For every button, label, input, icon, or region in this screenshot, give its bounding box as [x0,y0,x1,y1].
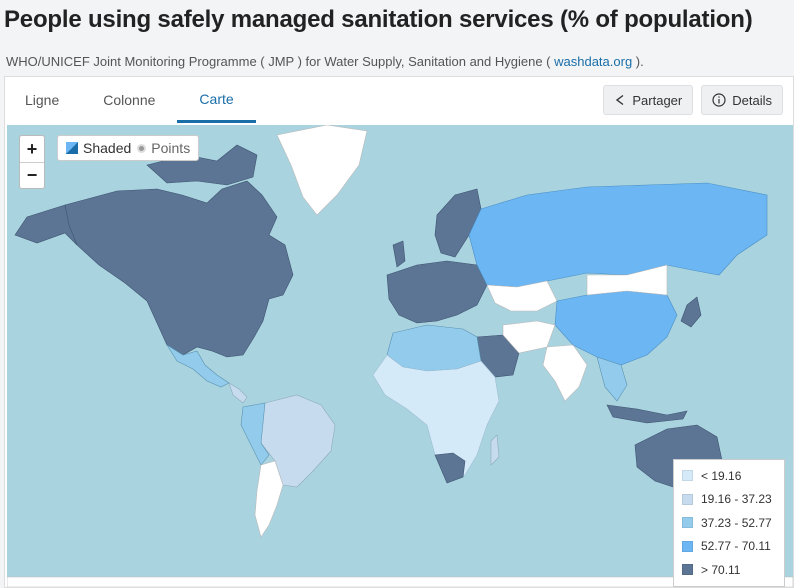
legend-label: < 19.16 [701,468,742,483]
share-button[interactable]: Partager [603,85,694,115]
share-icon [614,94,626,106]
points-label: Points [151,140,191,156]
legend-swatch [682,564,693,576]
shaded-option[interactable]: Shaded [66,140,131,156]
country-india [542,344,588,402]
tab-map[interactable]: Carte [177,77,256,123]
shaded-label: Shaded [83,140,132,156]
map-legend: < 19.16 19.16 - 37.23 37.23 - 52.77 52.7… [673,459,785,587]
source-prefix: WHO/UNICEF Joint Monitoring Programme ( … [6,54,555,69]
country-se-asia[interactable] [596,356,628,402]
country-arctic-islands[interactable] [146,144,258,186]
country-north-africa[interactable] [386,324,482,372]
country-southern-cone [254,460,284,538]
shaded-icon [66,142,78,154]
map-mode-toggle: Shaded Points [57,135,200,161]
points-option[interactable]: Points [137,140,190,156]
country-madagascar[interactable] [490,434,500,466]
legend-swatch [682,540,693,552]
legend-item: < 19.16 [682,464,776,488]
chart-panel: Ligne Colonne Carte Partager Details [4,76,794,588]
legend-label: 37.23 - 52.77 [701,515,772,530]
details-button[interactable]: Details [701,85,783,115]
legend-label: 52.77 - 70.11 [701,539,771,554]
view-tabs: Ligne Colonne Carte [5,77,256,123]
country-usa-canada[interactable] [64,180,294,358]
country-central-america[interactable] [228,382,248,404]
legend-item: > 70.11 [682,558,776,582]
map-canvas [7,125,793,587]
points-icon [137,143,147,153]
country-mongolia [586,264,668,296]
legend-swatch [682,493,693,505]
country-indonesia[interactable] [606,404,688,424]
world-map[interactable]: + − Shaded Points < 19.16 [7,125,793,587]
legend-label: > 70.11 [701,562,741,577]
zoom-out-button[interactable]: − [20,162,44,188]
source-link[interactable]: washdata.org [554,54,633,69]
country-kazakhstan [486,280,558,312]
country-greenland [276,125,368,216]
country-south-africa[interactable] [434,452,466,484]
legend-item: 52.77 - 70.11 [682,535,776,559]
legend-swatch [682,470,693,482]
legend-label: 19.16 - 37.23 [701,492,772,507]
country-sub-saharan[interactable] [372,354,500,484]
country-western-europe[interactable] [386,260,488,324]
page-title: People using safely managed sanitation s… [4,6,753,33]
share-label: Partager [632,92,683,108]
legend-item: 19.16 - 37.23 [682,488,776,512]
tab-line[interactable]: Ligne [25,92,60,108]
country-uk[interactable] [392,240,406,268]
tab-column[interactable]: Colonne [103,92,156,108]
legend-item: 37.23 - 52.77 [682,511,776,535]
zoom-control: + − [19,135,45,189]
country-japan[interactable] [680,296,702,328]
source-note: WHO/UNICEF Joint Monitoring Programme ( … [6,54,644,69]
country-antarctica [7,576,793,587]
info-icon [712,93,726,107]
action-buttons: Partager Details [603,85,783,115]
country-andes[interactable] [240,402,270,466]
source-suffix: ). [632,54,644,69]
legend-swatch [682,517,693,529]
country-alaska[interactable] [14,204,78,246]
zoom-in-button[interactable]: + [26,138,38,159]
details-label: Details [732,92,772,108]
